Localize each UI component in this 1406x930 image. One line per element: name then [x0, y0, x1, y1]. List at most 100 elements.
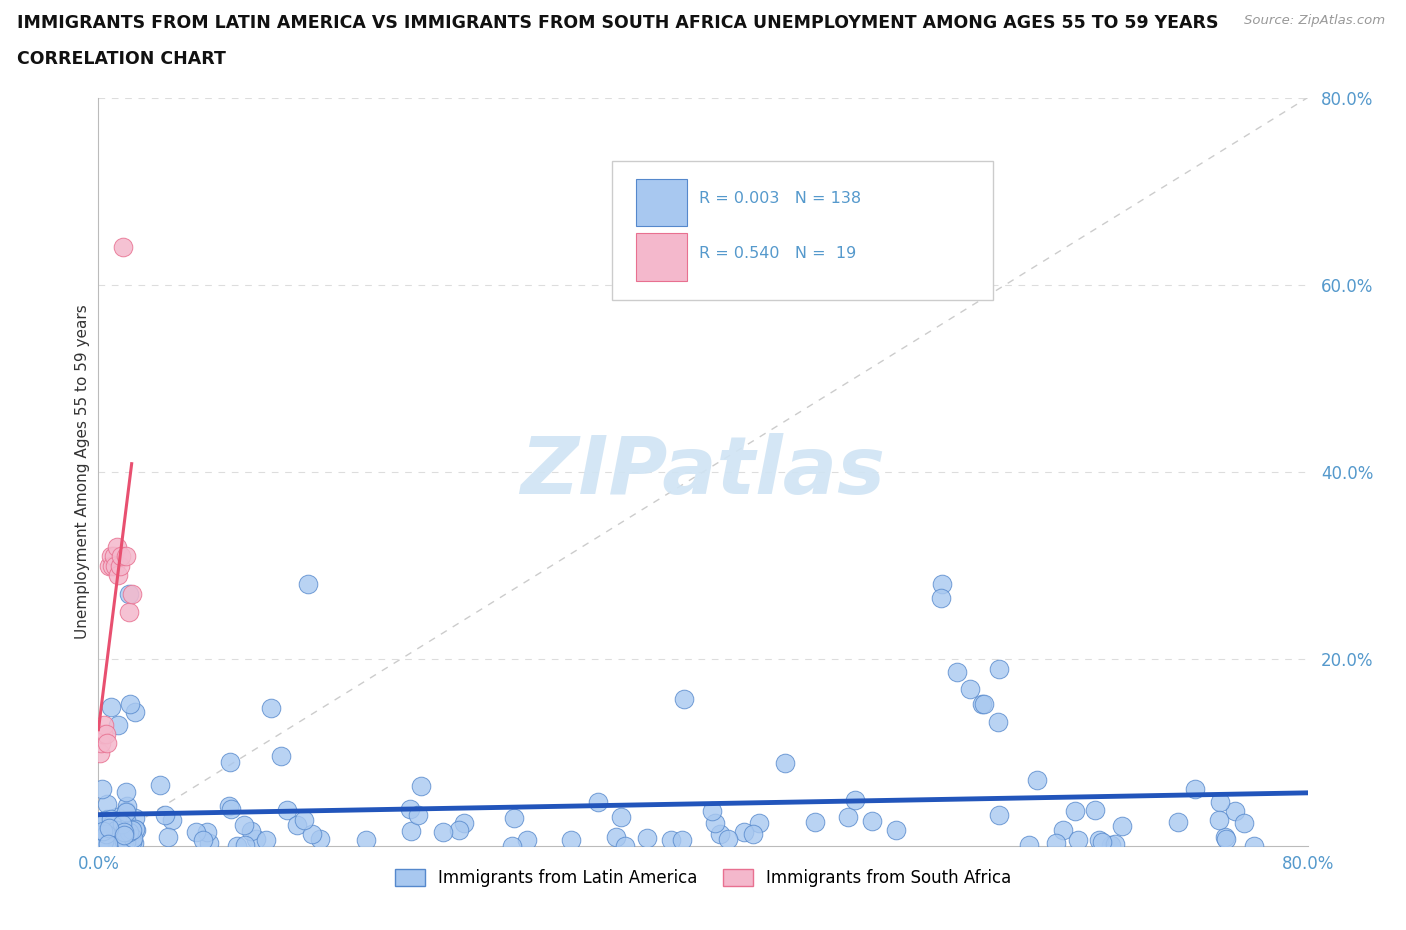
- Text: ZIPatlas: ZIPatlas: [520, 433, 886, 511]
- Point: [90, 781, 112, 796]
- Point: [100, 817, 122, 831]
- Point: [96, 736, 118, 751]
- Point: [1111, 818, 1133, 833]
- Point: [501, 839, 523, 854]
- Point: [560, 832, 582, 847]
- Point: [453, 816, 475, 830]
- Point: [118, 604, 141, 619]
- Point: [409, 778, 432, 793]
- Point: [110, 827, 132, 842]
- Point: [1208, 813, 1230, 828]
- Point: [98, 558, 121, 573]
- Point: [160, 812, 183, 827]
- Point: [94, 813, 117, 828]
- Point: [1026, 773, 1049, 788]
- Point: [700, 804, 723, 818]
- Point: [100, 811, 122, 826]
- Point: [93, 717, 115, 732]
- Point: [609, 810, 631, 825]
- Point: [673, 691, 696, 706]
- Point: [309, 831, 332, 846]
- Point: [671, 832, 693, 847]
- Point: [96, 811, 118, 826]
- Point: [124, 810, 146, 825]
- Point: [90, 836, 112, 851]
- Point: [112, 825, 135, 840]
- Point: [276, 803, 298, 817]
- Point: [659, 832, 682, 847]
- Point: [105, 809, 128, 824]
- Point: [1084, 803, 1107, 817]
- Text: CORRELATION CHART: CORRELATION CHART: [17, 50, 226, 68]
- Point: [121, 823, 143, 838]
- Point: [124, 822, 146, 837]
- Point: [1243, 839, 1265, 854]
- Point: [1184, 782, 1206, 797]
- Point: [89, 819, 111, 834]
- Point: [93, 823, 115, 838]
- Point: [104, 558, 127, 573]
- Point: [107, 567, 129, 582]
- Point: [1063, 804, 1085, 818]
- Point: [844, 792, 866, 807]
- Point: [121, 586, 143, 601]
- Point: [516, 833, 538, 848]
- Point: [1223, 804, 1246, 818]
- Point: [112, 833, 135, 848]
- Text: R = 0.540   N =  19: R = 0.540 N = 19: [699, 246, 856, 261]
- Point: [613, 838, 636, 853]
- Point: [90, 736, 112, 751]
- Point: [218, 754, 240, 769]
- Point: [94, 726, 117, 741]
- Point: [105, 826, 128, 841]
- Point: [502, 811, 524, 826]
- Point: [297, 577, 319, 591]
- Point: [184, 824, 207, 839]
- Point: [884, 823, 907, 838]
- Point: [118, 825, 141, 840]
- Point: [101, 558, 124, 573]
- Point: [260, 700, 283, 715]
- Point: [703, 816, 725, 830]
- FancyBboxPatch shape: [637, 233, 688, 281]
- Y-axis label: Unemployment Among Ages 55 to 59 years: Unemployment Among Ages 55 to 59 years: [75, 305, 90, 639]
- Point: [860, 814, 883, 829]
- Point: [1099, 838, 1122, 853]
- Point: [1018, 838, 1040, 853]
- Point: [98, 820, 121, 835]
- Point: [149, 778, 172, 793]
- Point: [245, 831, 267, 846]
- Point: [959, 682, 981, 697]
- Point: [100, 549, 122, 564]
- Point: [115, 804, 138, 818]
- FancyBboxPatch shape: [637, 179, 688, 226]
- Point: [103, 549, 125, 564]
- Point: [1215, 831, 1237, 846]
- Point: [225, 838, 247, 853]
- Point: [1233, 816, 1256, 830]
- Point: [447, 822, 470, 837]
- Point: [399, 802, 422, 817]
- Point: [114, 549, 136, 564]
- Point: [96, 827, 118, 842]
- Legend: Immigrants from Latin America, Immigrants from South Africa: Immigrants from Latin America, Immigrant…: [388, 863, 1018, 894]
- Point: [117, 586, 139, 601]
- Point: [748, 816, 770, 830]
- Point: [586, 794, 609, 809]
- Point: [605, 830, 627, 844]
- Point: [124, 705, 146, 720]
- Point: [399, 823, 422, 838]
- Point: [197, 835, 219, 850]
- Point: [97, 837, 120, 852]
- Point: [108, 558, 131, 573]
- Point: [232, 817, 254, 832]
- Point: [1045, 836, 1067, 851]
- Point: [233, 838, 256, 853]
- Point: [107, 838, 129, 853]
- Point: [90, 816, 112, 830]
- FancyBboxPatch shape: [613, 161, 993, 299]
- Point: [93, 833, 115, 848]
- Point: [221, 802, 243, 817]
- Point: [118, 825, 141, 840]
- Point: [115, 813, 138, 828]
